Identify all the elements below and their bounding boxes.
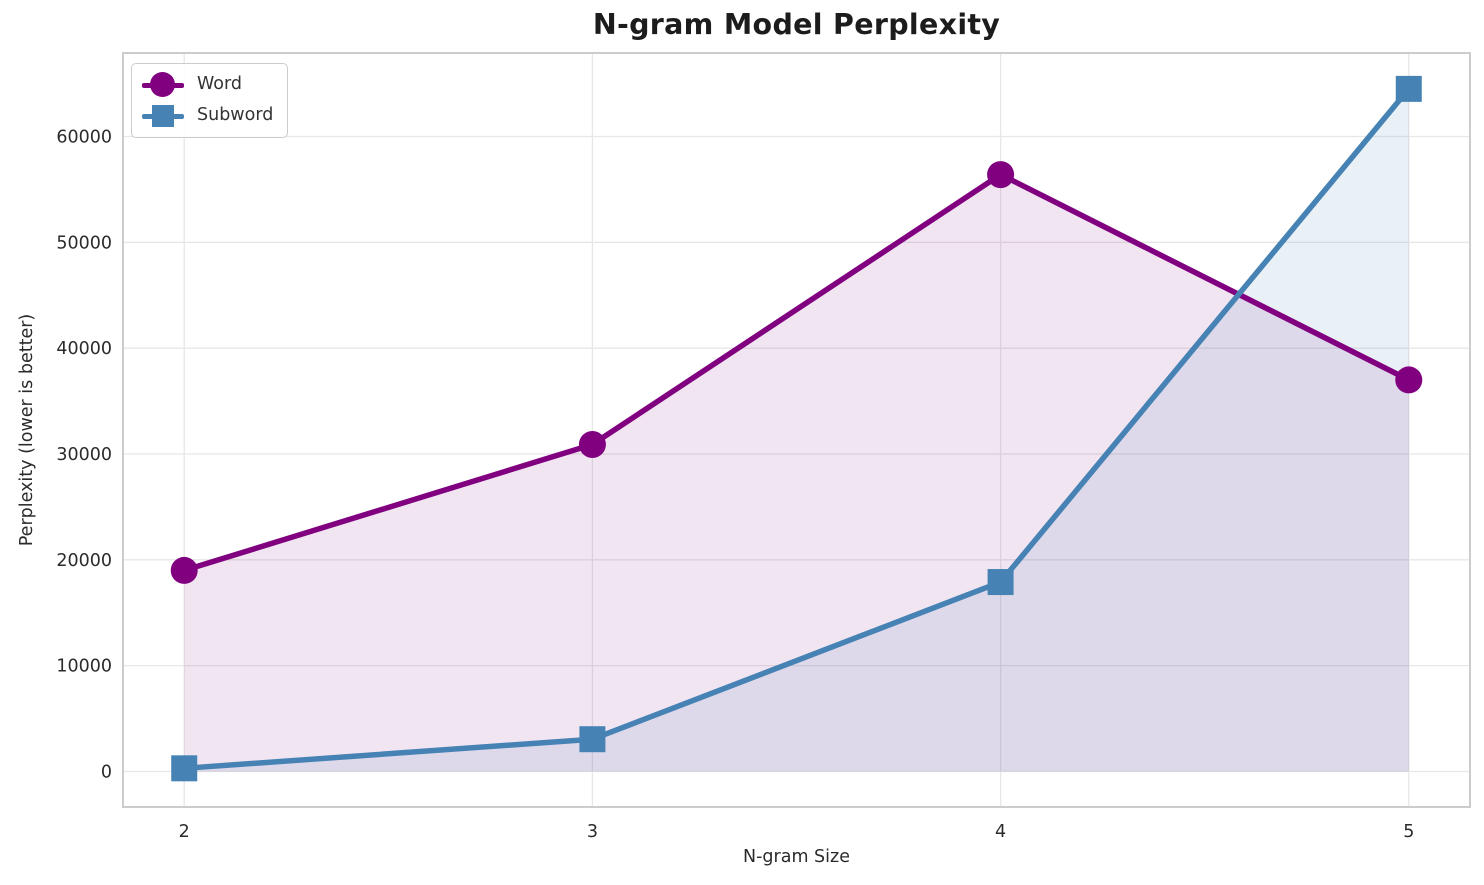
x-tick-label: 4 xyxy=(995,822,1006,842)
y-tick-label: 10000 xyxy=(56,657,112,677)
x-tick-labels: 2 3 4 5 xyxy=(179,822,1415,842)
data-point-word xyxy=(170,556,198,584)
y-tick-label: 20000 xyxy=(56,551,112,571)
y-tick-label: 40000 xyxy=(56,339,112,359)
legend-label-subword: Subword xyxy=(197,105,274,126)
y-tick-label: 50000 xyxy=(56,233,112,253)
word-line-circle-marker-icon xyxy=(142,72,184,98)
legend-item-word: Word xyxy=(142,71,273,99)
series-word xyxy=(170,161,1423,584)
data-point-word xyxy=(1395,366,1423,394)
plot-border xyxy=(122,52,1471,808)
data-point-subword xyxy=(171,755,198,782)
legend: Word Subword xyxy=(131,63,289,138)
x-axis-label: N-gram Size xyxy=(743,847,850,867)
x-tick-label: 5 xyxy=(1403,822,1414,842)
x-tick-label: 2 xyxy=(179,822,190,842)
legend-item-subword: Subword xyxy=(142,102,273,130)
data-point-subword xyxy=(987,569,1014,596)
data-point-word xyxy=(578,430,606,458)
fill-subword xyxy=(184,88,1409,772)
data-point-subword xyxy=(1395,75,1422,102)
legend-label-word: Word xyxy=(197,74,242,95)
y-tick-labels: 0 10000 20000 30000 40000 50000 60000 xyxy=(56,128,112,783)
x-tick-label: 3 xyxy=(587,822,598,842)
series-subword xyxy=(171,75,1422,782)
subword-line-square-marker-icon xyxy=(142,103,184,129)
y-tick-label: 60000 xyxy=(56,128,112,148)
y-axis-label: Perplexity (lower is better) xyxy=(17,313,37,547)
fill-word xyxy=(184,174,1409,772)
y-tick-label: 0 xyxy=(101,762,112,782)
gridlines xyxy=(123,53,1470,807)
chart-title: N-gram Model Perplexity xyxy=(592,8,1001,41)
y-tick-label: 30000 xyxy=(56,445,112,465)
data-point-subword xyxy=(579,726,606,753)
data-point-word xyxy=(987,161,1015,189)
